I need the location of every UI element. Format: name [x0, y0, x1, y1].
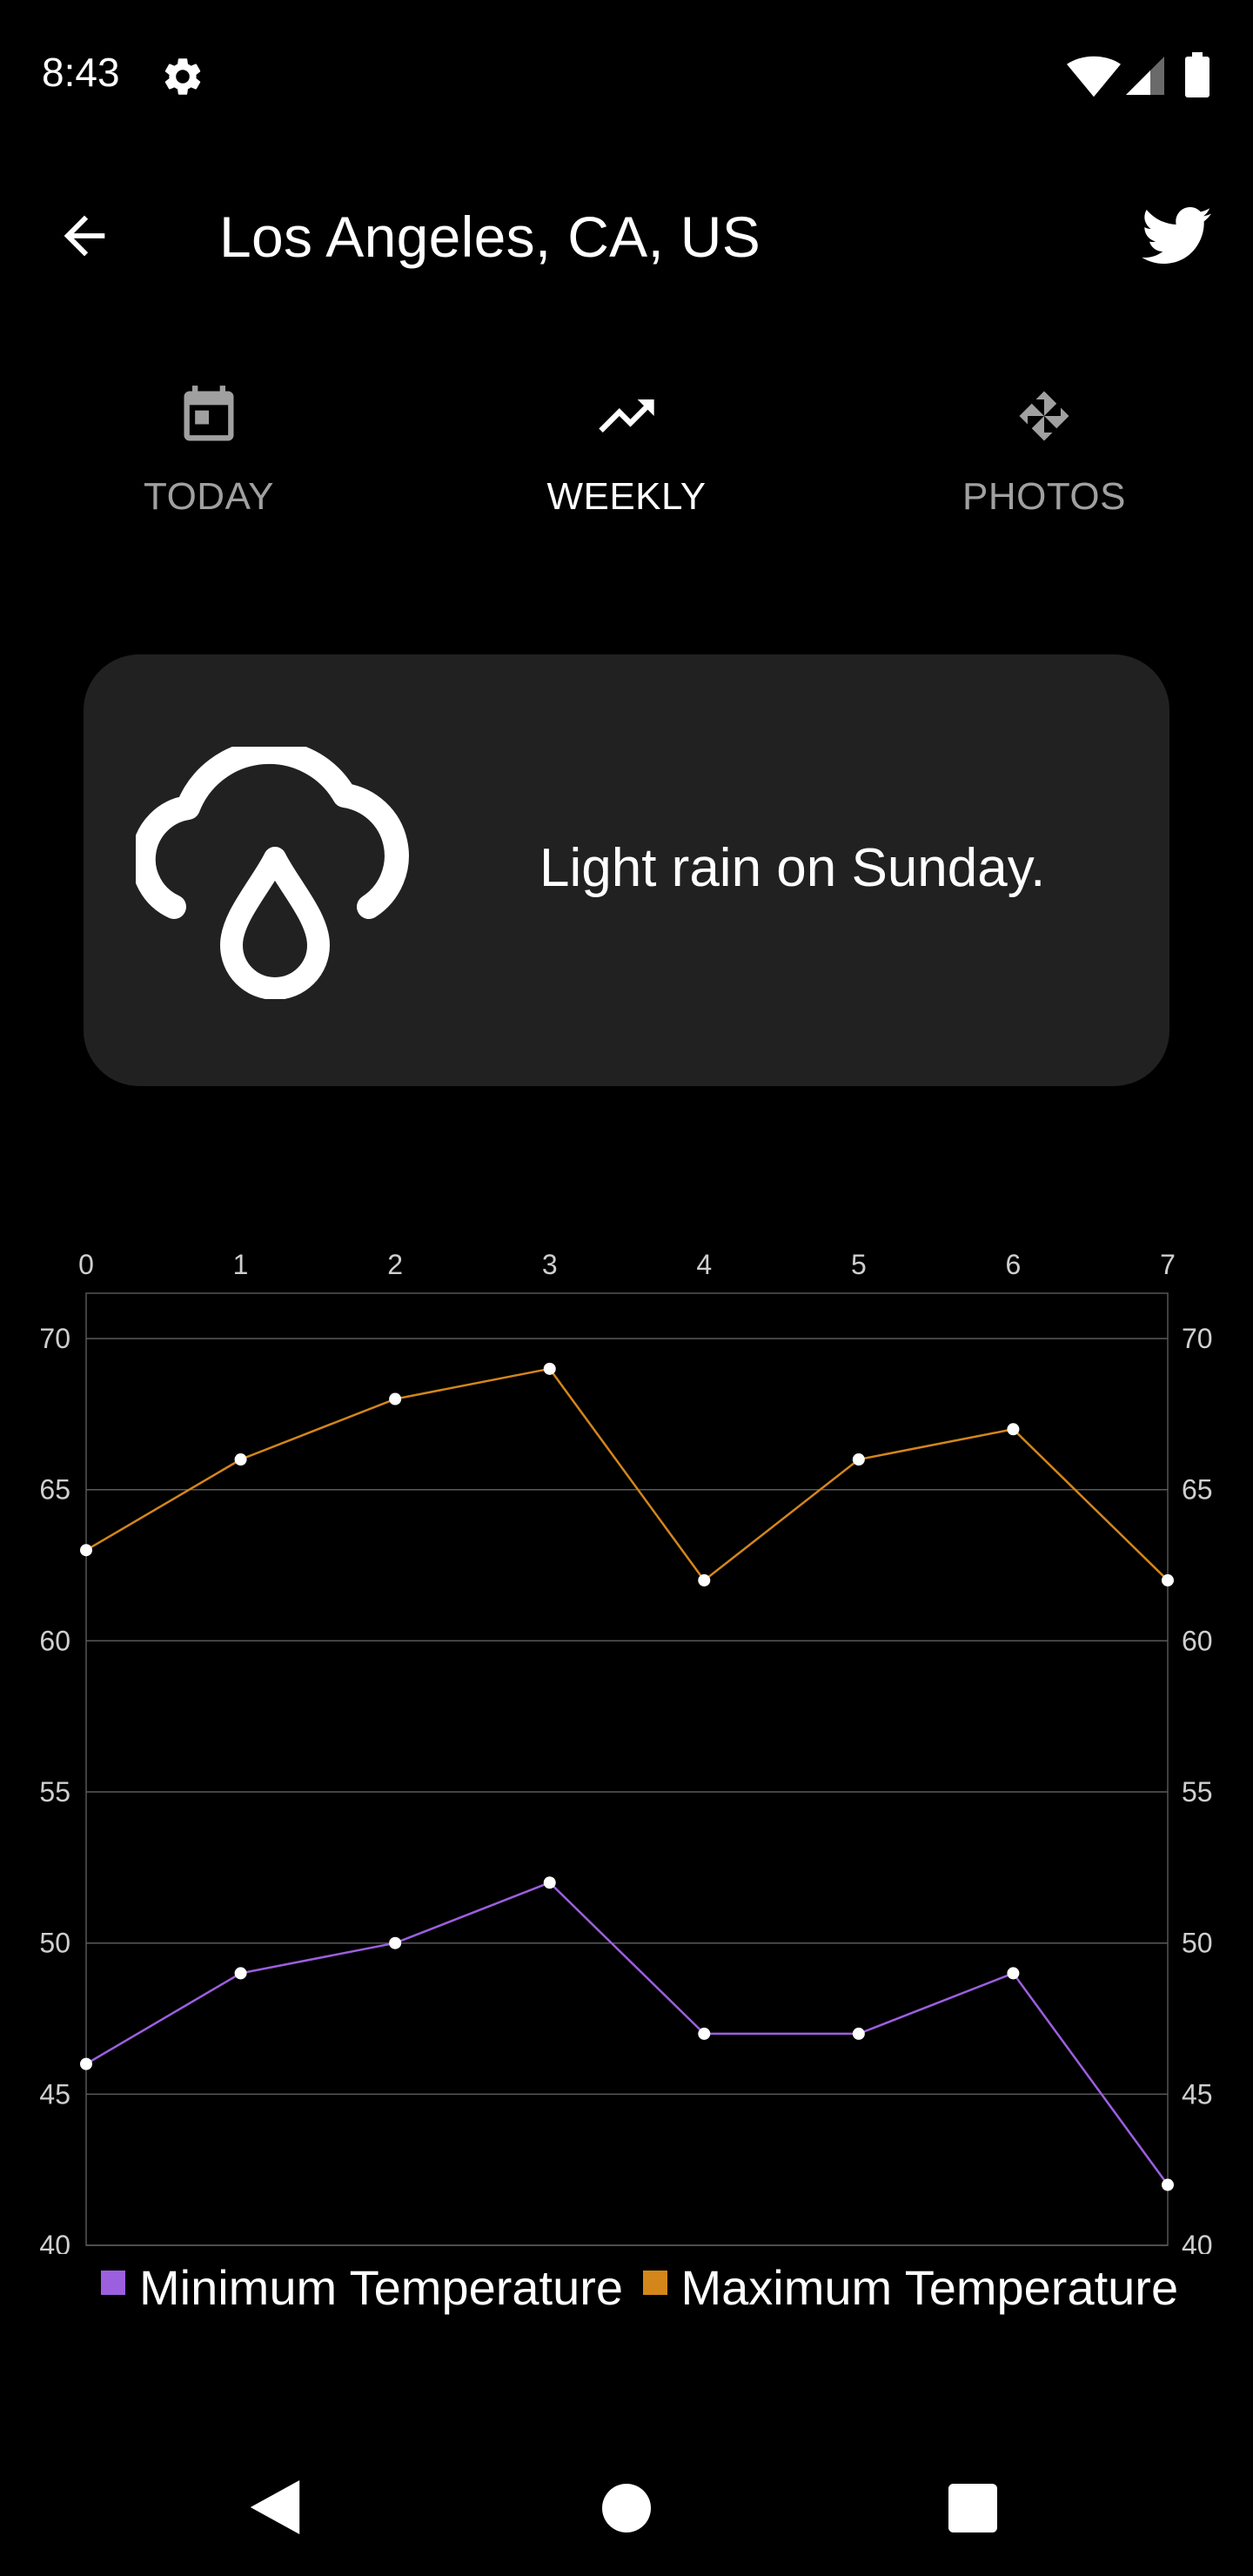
nav-recents-icon[interactable]: [948, 2484, 997, 2532]
data-point-max: [698, 1573, 711, 1587]
x-tick-label: 2: [387, 1249, 403, 1280]
tab-weekly-label: WEEKLY: [546, 475, 707, 518]
y-tick-label-right: 45: [1182, 2078, 1213, 2110]
twitter-icon[interactable]: [1142, 205, 1211, 266]
tab-photos[interactable]: PHOTOS: [870, 383, 1218, 557]
cloud-rain-icon: [136, 747, 409, 999]
legend-label-min: Minimum Temperature: [139, 2260, 624, 2315]
legend-label-max: Maximum Temperature: [680, 2260, 1179, 2315]
data-point-max: [80, 1544, 92, 1557]
tab-today-label: TODAY: [143, 475, 274, 518]
y-tick-label-left: 60: [39, 1625, 70, 1656]
nav-home-icon[interactable]: [602, 2484, 651, 2532]
legend-swatch-max: [642, 2270, 667, 2295]
y-tick-label-left: 65: [39, 1474, 70, 1506]
app-bar: Los Angeles, CA, US: [0, 165, 1253, 305]
tab-bar: TODAY WEEKLY PHOTOS: [0, 383, 1253, 557]
weather-summary-text: Light rain on Sunday.: [539, 838, 1046, 898]
data-point-min: [80, 2057, 92, 2070]
data-point-max: [1162, 1573, 1174, 1587]
page-title: Los Angeles, CA, US: [219, 205, 761, 269]
nav-back-icon[interactable]: [249, 2480, 301, 2534]
data-point-min: [852, 2027, 865, 2040]
system-nav-bar: [0, 2437, 1253, 2576]
data-point-max: [234, 1453, 247, 1466]
data-point-max: [852, 1453, 865, 1466]
pinwheel-icon: [1019, 391, 1069, 441]
y-tick-label-left: 55: [39, 1776, 70, 1808]
status-bar: 8:43: [0, 0, 1253, 148]
x-tick-label: 0: [78, 1249, 94, 1280]
tab-today[interactable]: TODAY: [35, 383, 383, 557]
y-tick-label-left: 50: [39, 1928, 70, 1959]
data-point-max: [543, 1362, 556, 1375]
data-point-min: [1007, 1967, 1020, 1980]
series-line-max: [85, 1367, 1169, 1582]
tab-weekly[interactable]: WEEKLY: [452, 383, 801, 557]
y-tick-label-right: 65: [1182, 1474, 1213, 1506]
battery-icon: [1185, 52, 1209, 97]
wifi-icon: [1067, 56, 1121, 97]
x-tick-label: 7: [1160, 1249, 1176, 1280]
cell-signal-icon: [1126, 57, 1164, 95]
trending-up-icon: [599, 399, 654, 433]
data-point-min: [1162, 2178, 1174, 2191]
tab-photos-label: PHOTOS: [962, 475, 1126, 518]
plot-area: [85, 1292, 1169, 2246]
y-tick-label-right: 70: [1182, 1323, 1213, 1354]
weather-summary-card: Light rain on Sunday.: [84, 654, 1169, 1086]
x-tick-label: 5: [851, 1249, 867, 1280]
y-tick-label-left: 45: [39, 2078, 70, 2110]
data-point-max: [1007, 1423, 1020, 1436]
y-tick-label-right: 60: [1182, 1625, 1213, 1656]
x-tick-label: 1: [233, 1249, 249, 1280]
weekly-temperature-chart: 40 40 45 45 50 50 55 55 60 60 65 65 70 70 0 1 2 3 4 5 6 7 Min…: [0, 1218, 1253, 2350]
arrow-back-icon[interactable]: [54, 205, 115, 266]
legend-item-min: Minimum Temperature: [101, 2259, 623, 2316]
gear-icon: [164, 58, 201, 95]
calendar-icon: [184, 386, 234, 441]
y-tick-label-left: 40: [39, 2230, 70, 2254]
x-tick-label: 4: [696, 1249, 712, 1280]
legend-swatch-min: [101, 2270, 125, 2295]
x-tick-label: 6: [1006, 1249, 1022, 1280]
series-line-min: [85, 1881, 1169, 2186]
y-tick-label-right: 40: [1182, 2230, 1213, 2254]
data-point-max: [389, 1392, 402, 1405]
data-point-min: [234, 1967, 247, 1980]
x-tick-label: 3: [542, 1249, 558, 1280]
y-tick-label-right: 50: [1182, 1928, 1213, 1959]
status-time: 8:43: [42, 50, 120, 95]
data-point-min: [698, 2027, 711, 2040]
y-tick-label-left: 70: [39, 1323, 70, 1354]
data-point-min: [543, 1876, 556, 1889]
legend-item-max: Maximum Temperature: [642, 2259, 1179, 2316]
chart-legend: Minimum Temperature Maximum Temperature: [101, 2259, 1194, 2315]
data-point-min: [389, 1936, 402, 1949]
y-tick-label-right: 55: [1182, 1776, 1213, 1808]
